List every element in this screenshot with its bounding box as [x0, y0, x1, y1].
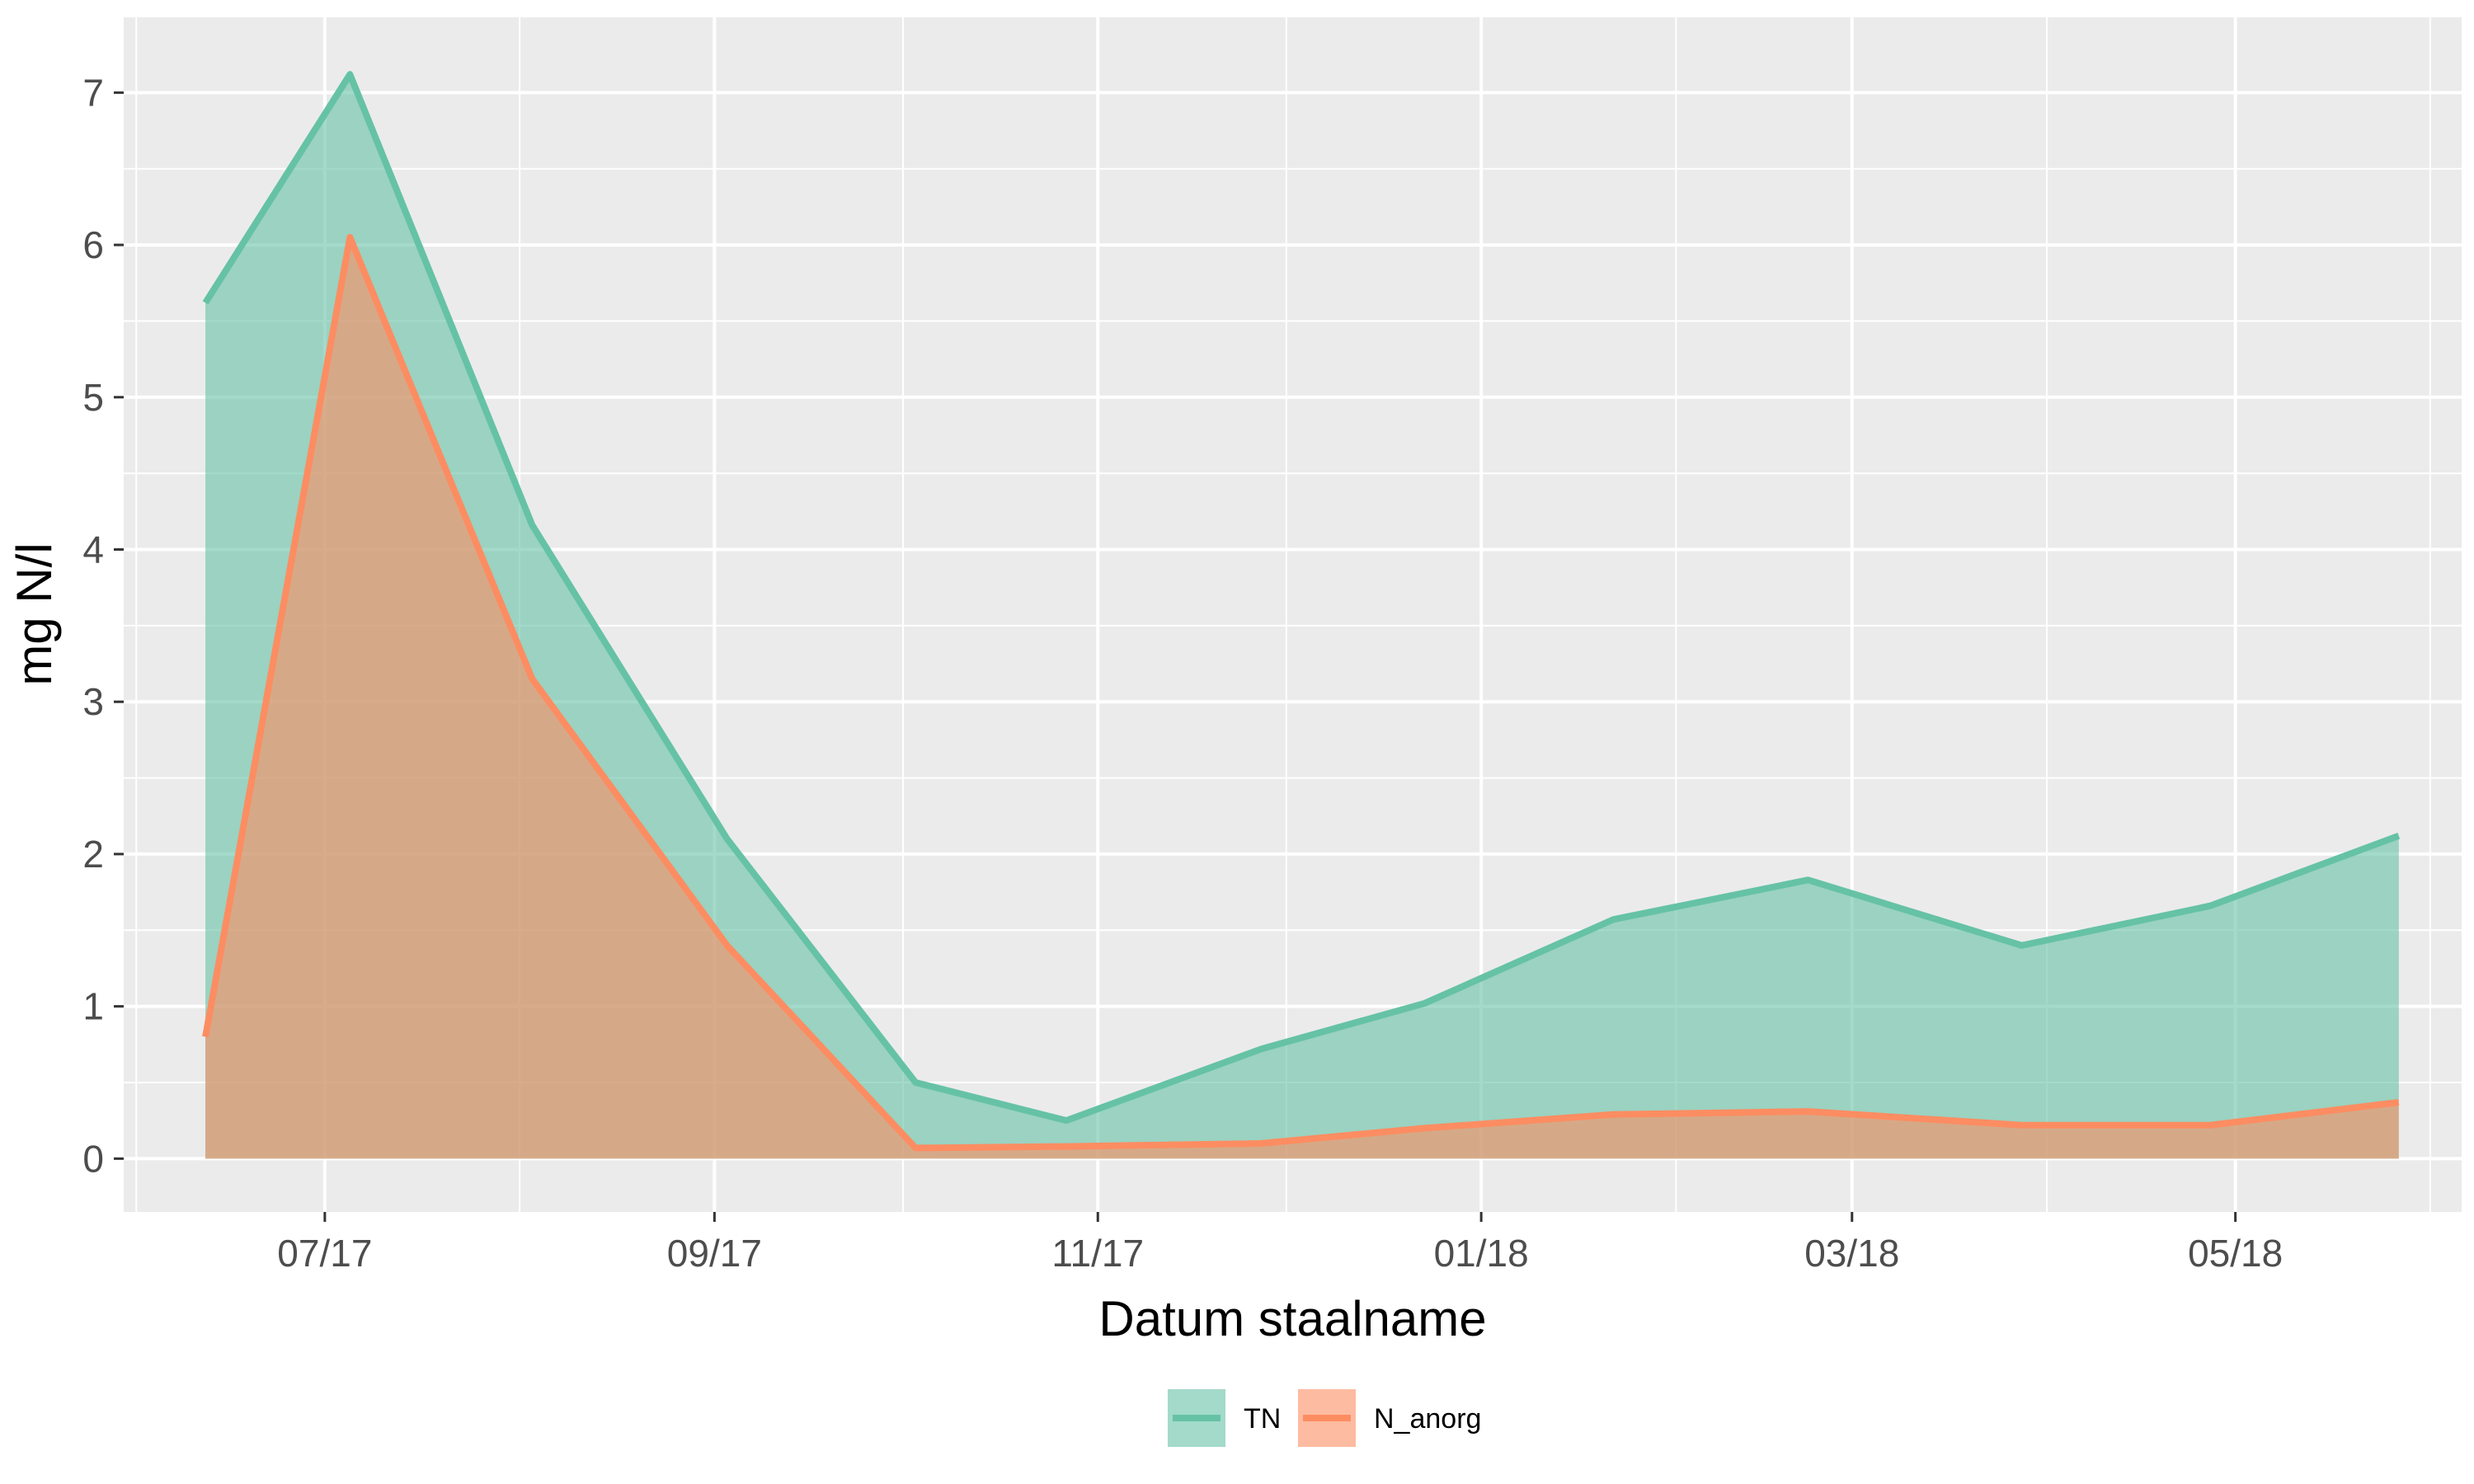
x-tick-label: 01/18	[1434, 1232, 1529, 1275]
x-tick-label: 09/17	[667, 1232, 762, 1275]
area-n-anorg	[205, 237, 2399, 1159]
y-tick-labels: 0 1 2 3 4 5 6 7	[82, 71, 104, 1180]
series-layer	[202, 71, 2401, 1159]
y-tick-label: 6	[82, 223, 104, 266]
x-tick-label: 07/17	[277, 1232, 372, 1275]
y-tick-label: 7	[82, 71, 104, 114]
y-tick-label: 5	[82, 376, 104, 419]
area-tn	[205, 74, 2399, 1159]
y-tick-label: 0	[82, 1137, 104, 1180]
legend: TN N_anorg	[1168, 1389, 1481, 1447]
line-n-anorg	[202, 233, 2400, 1152]
x-tick-label: 05/18	[2188, 1232, 2283, 1275]
y-tick-label: 1	[82, 985, 104, 1028]
y-tick-label: 4	[82, 528, 104, 571]
y-tick-label: 3	[82, 680, 104, 723]
line-tn	[202, 71, 2401, 1125]
legend-label-n-anorg: N_anorg	[1374, 1403, 1481, 1435]
x-axis-title: Datum staalname	[1098, 1291, 1486, 1346]
axis-ticks	[114, 91, 2237, 1222]
y-tick-label: 2	[82, 833, 104, 876]
x-tick-label: 11/17	[1051, 1232, 1144, 1275]
legend-label-tn: TN	[1244, 1403, 1281, 1435]
x-tick-label: 03/18	[1804, 1232, 1899, 1275]
y-axis-title: mg N/l	[7, 542, 62, 685]
x-tick-labels: 07/17 09/17 11/17 01/18 03/18 05/18	[277, 1232, 2283, 1275]
